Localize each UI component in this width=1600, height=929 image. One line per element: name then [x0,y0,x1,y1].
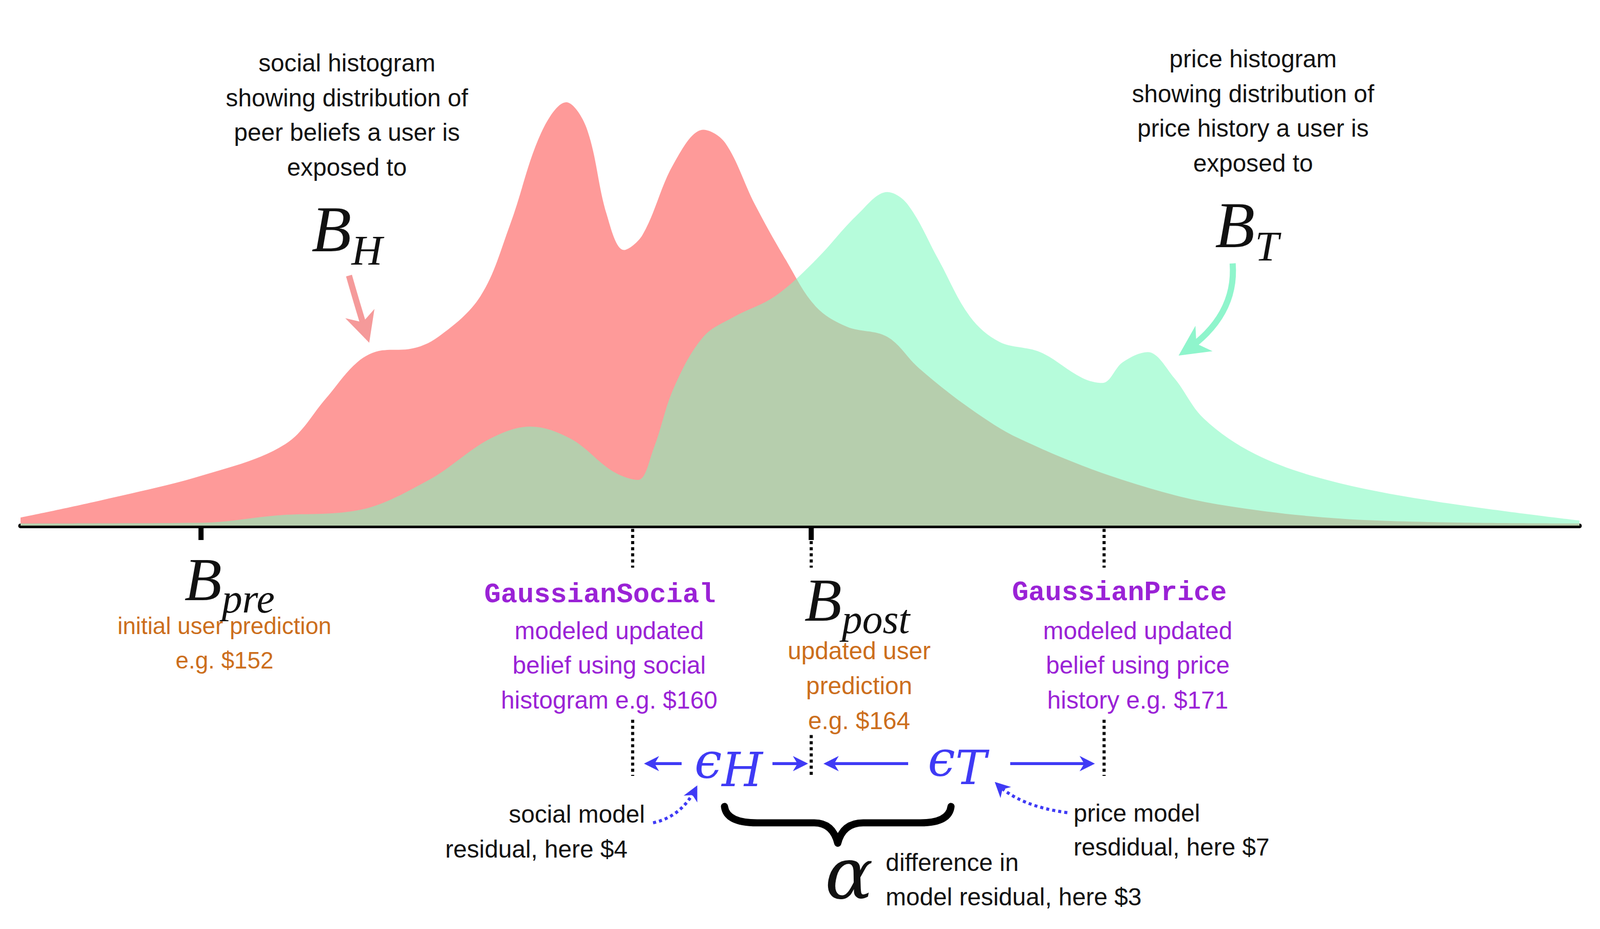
svg-text:GaussianSocial: GaussianSocial [484,578,717,611]
svg-text:social histogram: social histogram [258,49,436,77]
svg-text:residual, here $4: residual, here $4 [445,835,628,863]
svg-text:price histogram: price histogram [1169,45,1338,73]
svg-text:model residual, here $3: model residual, here $3 [885,882,1142,911]
svg-text:exposed to: exposed to [1193,149,1313,177]
svg-text:ϵH: ϵH [694,731,764,798]
svg-text:Bpost: Bpost [804,566,911,642]
svg-text:Bpre: Bpre [184,545,275,621]
svg-text:α: α [824,831,874,915]
svg-text:BH: BH [311,193,385,274]
svg-text:ϵT: ϵT [927,729,990,796]
svg-text:modeled updated: modeled updated [1043,616,1233,645]
svg-text:exposed to: exposed to [287,153,407,181]
svg-text:history e.g. $171: history e.g. $171 [1047,686,1229,714]
svg-text:GaussianPrice: GaussianPrice [1011,576,1227,609]
svg-text:initial user prediction: initial user prediction [117,612,332,639]
svg-text:showing distribution of: showing distribution of [1132,80,1375,108]
svg-text:modeled updated: modeled updated [514,616,704,645]
svg-text:price model: price model [1073,799,1200,827]
svg-text:social model: social model [509,800,646,828]
svg-text:histogram e.g. $160: histogram e.g. $160 [500,686,718,714]
svg-text:e.g. $152: e.g. $152 [175,647,274,674]
svg-text:resdidual, here $7: resdidual, here $7 [1073,833,1270,861]
svg-text:peer beliefs a user is: peer beliefs a user is [234,118,461,146]
svg-text:showing distribution of: showing distribution of [226,84,469,112]
svg-text:e.g. $164: e.g. $164 [807,706,911,734]
svg-text:difference in: difference in [885,848,1019,876]
svg-text:price history a user is: price history a user is [1137,114,1369,142]
svg-text:BT: BT [1215,189,1283,270]
svg-text:prediction: prediction [805,671,913,700]
svg-text:belief using social: belief using social [512,651,706,679]
svg-text:belief using price: belief using price [1045,651,1230,679]
svg-text:updated user: updated user [787,636,931,665]
